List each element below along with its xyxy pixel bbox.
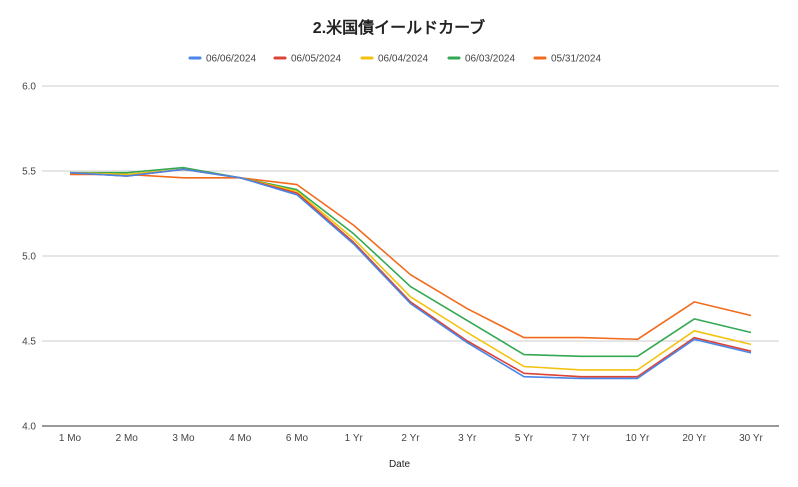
series-line-05-31-2024 [70, 173, 752, 341]
x-axis-title: Date [389, 459, 411, 470]
y-tick-label: 4.5 [22, 337, 36, 348]
y-tick-label: 4.0 [22, 422, 36, 433]
chart-title: 2.米国債イールドカーブ [312, 20, 486, 37]
y-tick-label: 6.0 [22, 82, 36, 93]
series-line-06-05-2024 [69, 168, 752, 378]
legend-label: 06/04/2024 [378, 54, 428, 65]
legend-label: 06/06/2024 [206, 54, 256, 65]
series-line-06-04-2024 [69, 168, 752, 371]
legend-label: 05/31/2024 [551, 54, 601, 65]
x-tick-label: 2 Yr [401, 433, 420, 444]
y-tick-label: 5.0 [22, 252, 36, 263]
x-tick-label: 20 Yr [682, 433, 706, 444]
series-line-06-03-2024 [70, 166, 752, 358]
legend-label: 06/05/2024 [291, 54, 341, 65]
x-tick-label: 5 Yr [515, 433, 534, 444]
legend-label: 06/03/2024 [465, 54, 515, 65]
y-tick-label: 5.5 [22, 167, 36, 178]
x-tick-label: 6 Mo [286, 433, 309, 444]
x-tick-label: 30 Yr [739, 433, 763, 444]
x-tick-label: 10 Yr [626, 433, 650, 444]
x-tick-label: 2 Mo [116, 433, 139, 444]
x-tick-label: 4 Mo [229, 433, 252, 444]
x-tick-label: 1 Mo [59, 433, 82, 444]
x-tick-label: 3 Yr [458, 433, 477, 444]
x-tick-label: 7 Yr [572, 433, 591, 444]
x-tick-label: 1 Yr [345, 433, 364, 444]
series-line-06-06-2024 [69, 168, 752, 380]
x-tick-label: 3 Mo [172, 433, 195, 444]
